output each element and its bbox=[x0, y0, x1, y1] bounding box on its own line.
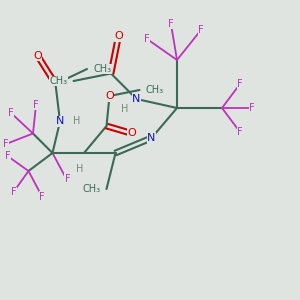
Text: F: F bbox=[168, 19, 174, 29]
Text: O: O bbox=[114, 31, 123, 41]
Text: H: H bbox=[121, 104, 128, 115]
Text: CH₃: CH₃ bbox=[146, 85, 164, 95]
Text: F: F bbox=[65, 173, 70, 184]
Text: F: F bbox=[8, 107, 13, 118]
Text: CH₃: CH₃ bbox=[50, 76, 68, 86]
Text: F: F bbox=[3, 139, 9, 149]
Text: H: H bbox=[76, 164, 83, 175]
Text: O: O bbox=[105, 91, 114, 101]
Text: N: N bbox=[132, 94, 141, 104]
Text: F: F bbox=[5, 151, 10, 161]
Text: O: O bbox=[128, 128, 136, 139]
Text: F: F bbox=[198, 25, 204, 35]
Text: CH₃: CH₃ bbox=[93, 64, 111, 74]
Text: F: F bbox=[237, 127, 243, 137]
Text: F: F bbox=[39, 191, 45, 202]
Text: N: N bbox=[56, 116, 64, 127]
Text: F: F bbox=[33, 100, 39, 110]
Text: F: F bbox=[11, 187, 16, 197]
Text: N: N bbox=[147, 133, 156, 143]
Text: F: F bbox=[144, 34, 150, 44]
Text: F: F bbox=[237, 79, 243, 89]
Text: O: O bbox=[33, 50, 42, 61]
Text: CH₃: CH₃ bbox=[82, 184, 100, 194]
Text: H: H bbox=[73, 116, 80, 127]
Text: F: F bbox=[249, 103, 255, 113]
